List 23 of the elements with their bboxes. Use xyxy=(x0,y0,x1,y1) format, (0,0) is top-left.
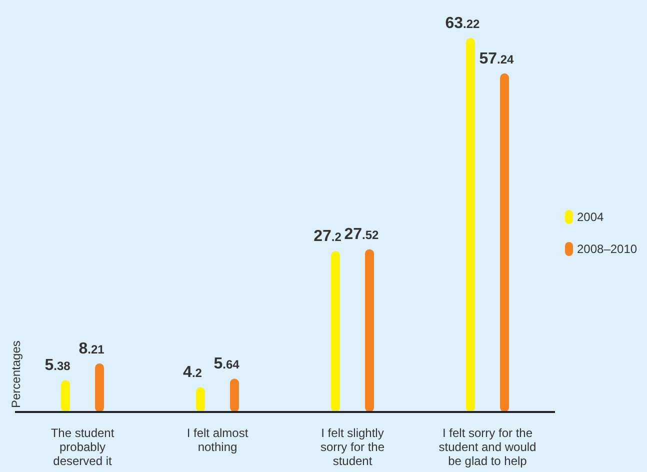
x-tick-label: The student probably deserved it xyxy=(50,426,115,468)
y-axis-title: Percentages xyxy=(9,340,23,408)
data-label: 8.21 xyxy=(78,340,105,358)
legend-label: 2004 xyxy=(577,210,604,224)
bar xyxy=(365,249,374,412)
data-label: 27.2 xyxy=(314,228,342,246)
data-label: 57.24 xyxy=(479,50,514,68)
x-tick-label: I felt almost nothing xyxy=(186,426,249,454)
bar xyxy=(230,378,239,412)
data-label: 63.22 xyxy=(445,15,480,32)
bar xyxy=(500,73,509,412)
bar xyxy=(466,38,475,412)
bar xyxy=(331,251,340,412)
data-label: 4.2 xyxy=(183,364,202,382)
bar xyxy=(95,363,104,412)
bar xyxy=(61,380,70,412)
data-label: 5.64 xyxy=(214,356,240,373)
data-label: 27.52 xyxy=(344,226,380,244)
x-tick-label: I felt slightly sorry for the student xyxy=(320,426,385,468)
legend-label: 2008–2010 xyxy=(577,242,638,256)
data-label: 5.38 xyxy=(44,357,71,374)
x-tick-label: I felt sorry for the student and would be glad to help xyxy=(438,426,536,468)
bar xyxy=(196,387,205,412)
